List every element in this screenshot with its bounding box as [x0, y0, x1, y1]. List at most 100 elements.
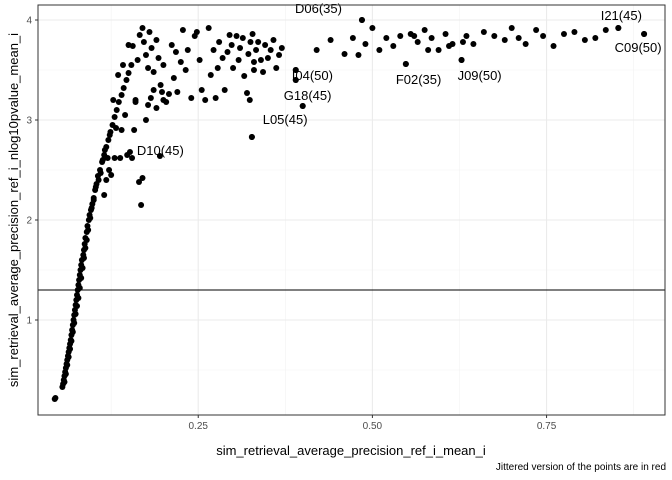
data-point [146, 29, 153, 35]
data-point [196, 57, 203, 63]
y-tick-label: 4 [26, 16, 32, 27]
data-point [276, 52, 283, 58]
data-point [414, 39, 421, 45]
data-points [51, 17, 648, 402]
data-point [123, 77, 130, 83]
data-point [522, 41, 529, 47]
data-point [188, 95, 195, 101]
data-point [257, 57, 264, 63]
data-point [435, 47, 442, 53]
data-point [182, 67, 189, 73]
data-point [129, 155, 136, 161]
x-axis-ticks: 0.25 0.50 0.75 [188, 415, 557, 432]
data-point [111, 155, 118, 161]
point-label: D06(35) [295, 1, 342, 16]
data-point [85, 227, 92, 233]
data-point [117, 155, 124, 161]
labeled-data-point [248, 134, 255, 140]
labeled-data-point [402, 61, 409, 67]
data-point [250, 67, 257, 73]
data-point [118, 127, 125, 133]
data-point [515, 35, 522, 41]
data-point [369, 25, 376, 31]
data-point [120, 85, 127, 91]
data-point [87, 215, 94, 221]
data-point [74, 303, 81, 309]
data-point [136, 179, 143, 185]
x-tick-label: 0.50 [363, 421, 383, 432]
minor-gridlines [38, 5, 665, 415]
data-point [198, 87, 205, 93]
data-point [184, 47, 191, 53]
data-point [480, 29, 487, 35]
data-point [78, 275, 85, 281]
data-point [244, 90, 250, 96]
data-point [235, 57, 242, 63]
data-point [602, 27, 609, 33]
data-point [210, 47, 217, 53]
data-point [142, 52, 149, 58]
data-point [237, 45, 244, 51]
x-tick-label: 0.25 [188, 421, 208, 432]
data-point [95, 177, 102, 183]
data-point [179, 27, 186, 33]
data-point [214, 65, 221, 71]
data-point [428, 35, 435, 41]
data-point [212, 95, 219, 101]
data-point [501, 37, 508, 43]
labeled-data-point [615, 25, 622, 31]
data-point [193, 29, 200, 35]
point-label: I04(50) [292, 68, 333, 83]
y-tick-label: 3 [26, 116, 32, 127]
data-point [508, 25, 515, 31]
data-point [313, 47, 320, 53]
data-point [273, 65, 280, 71]
data-point [168, 42, 175, 48]
data-point [219, 55, 226, 61]
data-point [101, 147, 108, 153]
data-point [174, 89, 181, 95]
data-point [411, 33, 418, 39]
data-point [139, 175, 146, 181]
major-gridlines [38, 5, 665, 415]
data-point [470, 41, 477, 47]
data-point [138, 202, 145, 208]
data-point [355, 52, 362, 58]
data-point [255, 39, 262, 45]
data-point [262, 42, 269, 48]
y-tick-label: 2 [26, 216, 32, 227]
data-point [260, 69, 267, 75]
y-tick-label: 1 [26, 316, 32, 327]
data-point [115, 99, 122, 105]
data-point [105, 137, 112, 143]
data-point [153, 105, 160, 111]
data-point [425, 47, 432, 53]
data-point [571, 29, 578, 35]
data-point [264, 55, 271, 61]
data-point [156, 153, 163, 159]
labeled-data-point [299, 103, 306, 109]
data-point [99, 157, 106, 163]
data-point [147, 95, 154, 101]
point-label: D10(45) [137, 143, 184, 158]
data-point [446, 43, 453, 49]
x-axis-title: sim_retrieval_average_precision_ref_i_me… [216, 443, 486, 458]
data-point [139, 25, 146, 31]
data-point [92, 184, 99, 190]
labeled-data-point [641, 31, 648, 37]
data-point [239, 35, 246, 41]
data-point [216, 39, 223, 45]
data-point [110, 97, 117, 103]
data-point [71, 320, 78, 326]
labeled-data-point [292, 77, 299, 83]
data-point [540, 33, 547, 39]
data-point [82, 245, 89, 251]
data-point [101, 192, 108, 198]
x-tick-label: 0.75 [537, 421, 557, 432]
data-point [122, 112, 129, 118]
data-point [126, 149, 133, 155]
panel-border [37, 4, 666, 416]
data-point [129, 43, 136, 49]
data-point [150, 69, 157, 75]
